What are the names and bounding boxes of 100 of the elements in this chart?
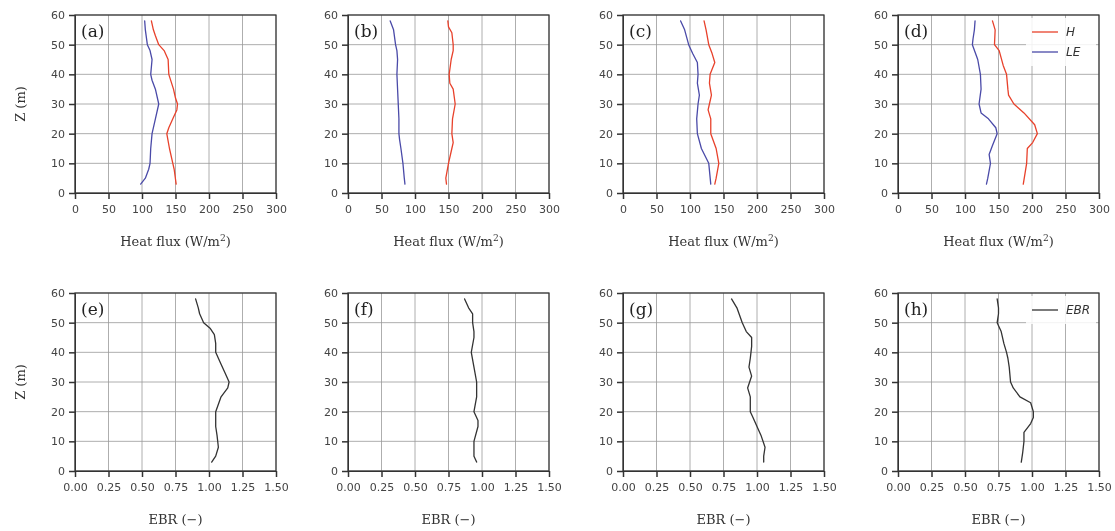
line-series — [996, 298, 1034, 463]
x-tick-label: 0.75 — [986, 480, 1012, 494]
x-tick-label: 300 — [266, 202, 287, 216]
y-tick-label: 0 — [606, 187, 613, 201]
y-tick-label: 30 — [874, 376, 888, 390]
x-tick-label: 200 — [747, 202, 768, 216]
x-tick-label: 0 — [345, 202, 352, 216]
y-tick-label: 60 — [324, 287, 338, 301]
x-tick-label: 0 — [620, 202, 627, 216]
chart-title: (g) — [629, 299, 654, 319]
x-axis-title: EBR (−) — [971, 512, 1026, 527]
y-axis-title: Z (m) — [13, 364, 28, 400]
x-tick-label: 1.25 — [230, 480, 256, 494]
y-tick-label: 40 — [599, 346, 613, 360]
y-tick-label: 0 — [606, 465, 613, 479]
y-tick-label: 50 — [51, 316, 65, 330]
y-tick-label: 20 — [324, 405, 338, 419]
x-tick-label: 0.25 — [96, 480, 122, 494]
x-tick-label: 250 — [780, 202, 802, 216]
line-series — [194, 298, 230, 463]
y-tick-label: 60 — [51, 287, 65, 301]
y-tick-label: 10 — [599, 435, 613, 449]
chart-title: (c) — [629, 21, 652, 41]
chart-title: (f) — [354, 299, 374, 319]
y-tick-label: 40 — [324, 68, 338, 82]
y-tick-label: 20 — [599, 405, 613, 419]
x-tick-label: 0.50 — [953, 480, 978, 494]
x-tick-label: 50 — [102, 202, 116, 216]
y-tick-label: 40 — [324, 346, 338, 360]
y-tick-label: 40 — [874, 346, 888, 360]
y-tick-label: 10 — [874, 157, 888, 171]
chart-title: (a) — [81, 21, 105, 41]
x-axis-title: Heat flux (W/m$^{2}$) — [943, 233, 1054, 249]
chart-title: (e) — [81, 299, 105, 319]
y-tick-label: 0 — [881, 465, 888, 479]
x-tick-label: 1.25 — [778, 480, 804, 494]
y-tick-label: 50 — [599, 38, 613, 52]
x-tick-label: 100 — [405, 202, 426, 216]
y-tick-label: 30 — [324, 376, 338, 390]
y-tick-label: 50 — [874, 316, 888, 330]
y-tick-label: 40 — [874, 68, 888, 82]
x-tick-label: 100 — [132, 202, 153, 216]
x-tick-label: 200 — [472, 202, 493, 216]
x-tick-label: 0.25 — [369, 480, 395, 494]
y-tick-label: 50 — [51, 38, 65, 52]
y-tick-label: 60 — [599, 9, 613, 23]
x-tick-label: 1.00 — [470, 480, 495, 494]
legend-label: H — [1066, 25, 1076, 39]
x-tick-label: 1.00 — [745, 480, 770, 494]
y-tick-label: 50 — [599, 316, 613, 330]
x-tick-label: 1.25 — [1053, 480, 1079, 494]
chart-title: (d) — [904, 21, 929, 41]
y-tick-label: 40 — [51, 68, 65, 82]
x-tick-label: 0.50 — [678, 480, 703, 494]
x-tick-label: 0.00 — [336, 480, 361, 494]
y-tick-label: 0 — [331, 465, 338, 479]
line-series — [445, 20, 456, 185]
x-tick-label: 0.50 — [130, 480, 155, 494]
line-series — [971, 20, 998, 185]
x-tick-label: 0 — [72, 202, 79, 216]
line-series — [389, 20, 406, 185]
line-series — [703, 20, 720, 185]
x-tick-label: 0 — [895, 202, 902, 216]
line-series — [991, 20, 1039, 185]
x-tick-label: 1.25 — [503, 480, 529, 494]
y-tick-label: 50 — [324, 38, 338, 52]
line-series — [730, 298, 766, 463]
y-tick-label: 20 — [324, 127, 338, 141]
x-tick-label: 300 — [539, 202, 560, 216]
line-series — [463, 298, 479, 463]
x-tick-label: 1.00 — [1020, 480, 1045, 494]
y-tick-label: 30 — [599, 376, 613, 390]
x-tick-label: 100 — [680, 202, 701, 216]
chart-title: (b) — [354, 21, 379, 41]
x-tick-label: 100 — [955, 202, 976, 216]
x-tick-label: 1.50 — [1087, 480, 1112, 494]
x-axis-title: EBR (−) — [696, 512, 751, 527]
y-tick-label: 10 — [599, 157, 613, 171]
y-tick-label: 60 — [874, 9, 888, 23]
y-tick-label: 0 — [58, 187, 65, 201]
x-tick-label: 300 — [814, 202, 835, 216]
x-tick-label: 1.50 — [812, 480, 837, 494]
y-tick-label: 40 — [51, 346, 65, 360]
x-tick-label: 1.00 — [197, 480, 222, 494]
x-tick-label: 0.00 — [63, 480, 88, 494]
x-tick-label: 250 — [505, 202, 527, 216]
y-tick-label: 30 — [324, 98, 338, 112]
x-tick-label: 0.75 — [163, 480, 189, 494]
x-tick-label: 150 — [988, 202, 1010, 216]
y-tick-label: 20 — [874, 127, 888, 141]
x-tick-label: 0.75 — [711, 480, 737, 494]
y-tick-label: 10 — [324, 157, 338, 171]
x-axis-title: Heat flux (W/m$^{2}$) — [668, 233, 779, 249]
x-tick-label: 50 — [375, 202, 389, 216]
line-series — [679, 20, 712, 185]
y-tick-label: 50 — [874, 38, 888, 52]
y-tick-label: 30 — [874, 98, 888, 112]
x-tick-label: 300 — [1089, 202, 1110, 216]
x-tick-label: 150 — [165, 202, 187, 216]
y-tick-label: 10 — [51, 157, 65, 171]
